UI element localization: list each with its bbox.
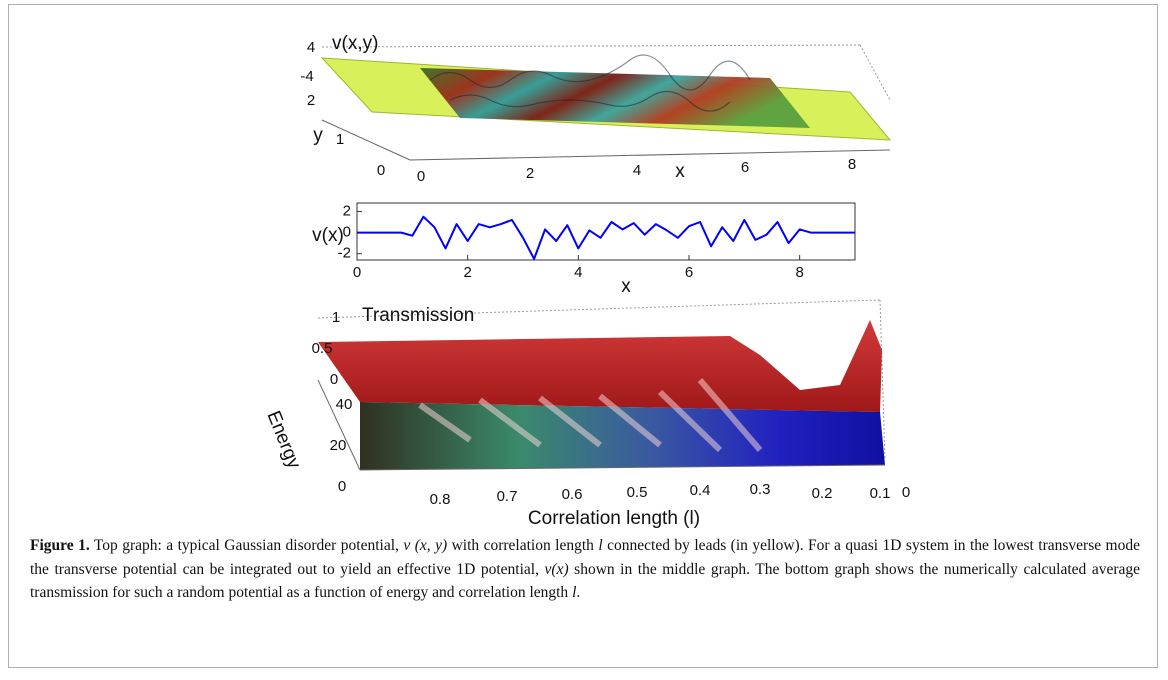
caption-label: Figure 1.	[30, 537, 90, 554]
caption-math: v(x)	[544, 560, 569, 578]
y-tick-label: 2	[343, 202, 351, 219]
x-tick-label: 0	[353, 264, 361, 281]
caption-math: v (x, y)	[403, 537, 448, 554]
z-axis-label: v(x,y)	[332, 33, 378, 54]
x-tick-label: 0.8	[430, 491, 451, 508]
x-tick-label: 0.5	[627, 484, 648, 501]
transmission-plateau	[318, 320, 882, 412]
y-axis-label: Energy	[262, 408, 304, 472]
x-axis-label: x	[675, 161, 685, 182]
x-tick-label: 8	[848, 156, 856, 173]
y-tick-label: 2	[307, 92, 315, 109]
x-tick-label: 0.1	[870, 485, 891, 502]
y-tick-label: 1	[336, 131, 344, 148]
y-tick-label: 0	[377, 162, 385, 179]
plot-box	[356, 202, 856, 261]
z-tick-label: 4	[307, 39, 315, 56]
y-tick-label: -2	[338, 245, 351, 262]
caption-text: with correlation length	[447, 537, 599, 554]
x-tick-label: 0.6	[562, 486, 583, 503]
caption-text: Top graph: a typical Gaussian disorder p…	[89, 537, 404, 554]
top-box	[321, 44, 891, 101]
y-tick-label: 0	[343, 224, 351, 241]
axis-line	[317, 379, 361, 471]
x-tick-label: 0.2	[812, 485, 833, 502]
disorder-surface	[420, 68, 810, 128]
y-tick-label: 20	[330, 437, 347, 454]
axis-line	[321, 119, 411, 161]
surface-texture	[418, 378, 763, 453]
y-axis-label: y	[313, 125, 323, 146]
y-tick-label: 0	[338, 478, 346, 495]
z-tick-label: 1	[332, 309, 340, 326]
z-tick-label: 0	[330, 371, 338, 388]
x-tick-label: 2	[526, 165, 534, 182]
transmission-low	[360, 402, 885, 470]
bottom-box	[317, 299, 886, 461]
x-tick-label: 6	[741, 159, 749, 176]
x-tick-label: 0.7	[497, 488, 518, 505]
caption-math: l	[572, 584, 577, 601]
caption-text: .	[576, 584, 581, 601]
x-axis-label: Correlation length (l)	[528, 508, 700, 529]
y-axis-label: v(x)	[312, 225, 344, 246]
y-tick-label: 40	[336, 396, 353, 413]
caption: Figure 1. Top graph: a typical Gaussian …	[30, 534, 1140, 605]
caption-text: shown in the middle graph. The bottom gr…	[30, 560, 1140, 602]
x-tick-label: 4	[574, 264, 582, 281]
z-tick-label: 0.5	[312, 340, 333, 357]
x-tick-label: 4	[633, 162, 641, 179]
x-tick-label: 0.4	[690, 482, 711, 499]
x-axis-label: x	[621, 276, 631, 297]
z-tick-label: -4	[300, 68, 313, 85]
data-line	[357, 215, 855, 260]
x-tick-label: 0.3	[750, 481, 771, 498]
figure-frame	[8, 4, 1158, 668]
caption-text: connected by leads (in yellow). For a qu…	[30, 537, 1140, 578]
z-axis-label: Transmission	[362, 305, 474, 326]
x-tick-label: 0	[417, 168, 425, 185]
x-tick-label: 0	[902, 484, 910, 501]
axis-line	[359, 464, 886, 471]
caption-math: l	[598, 537, 603, 554]
x-tick-label: 8	[795, 264, 803, 281]
x-tick-label: 6	[685, 264, 693, 281]
axis-line	[409, 149, 891, 161]
surface-texture	[429, 54, 751, 112]
x-tick-label: 2	[463, 264, 471, 281]
